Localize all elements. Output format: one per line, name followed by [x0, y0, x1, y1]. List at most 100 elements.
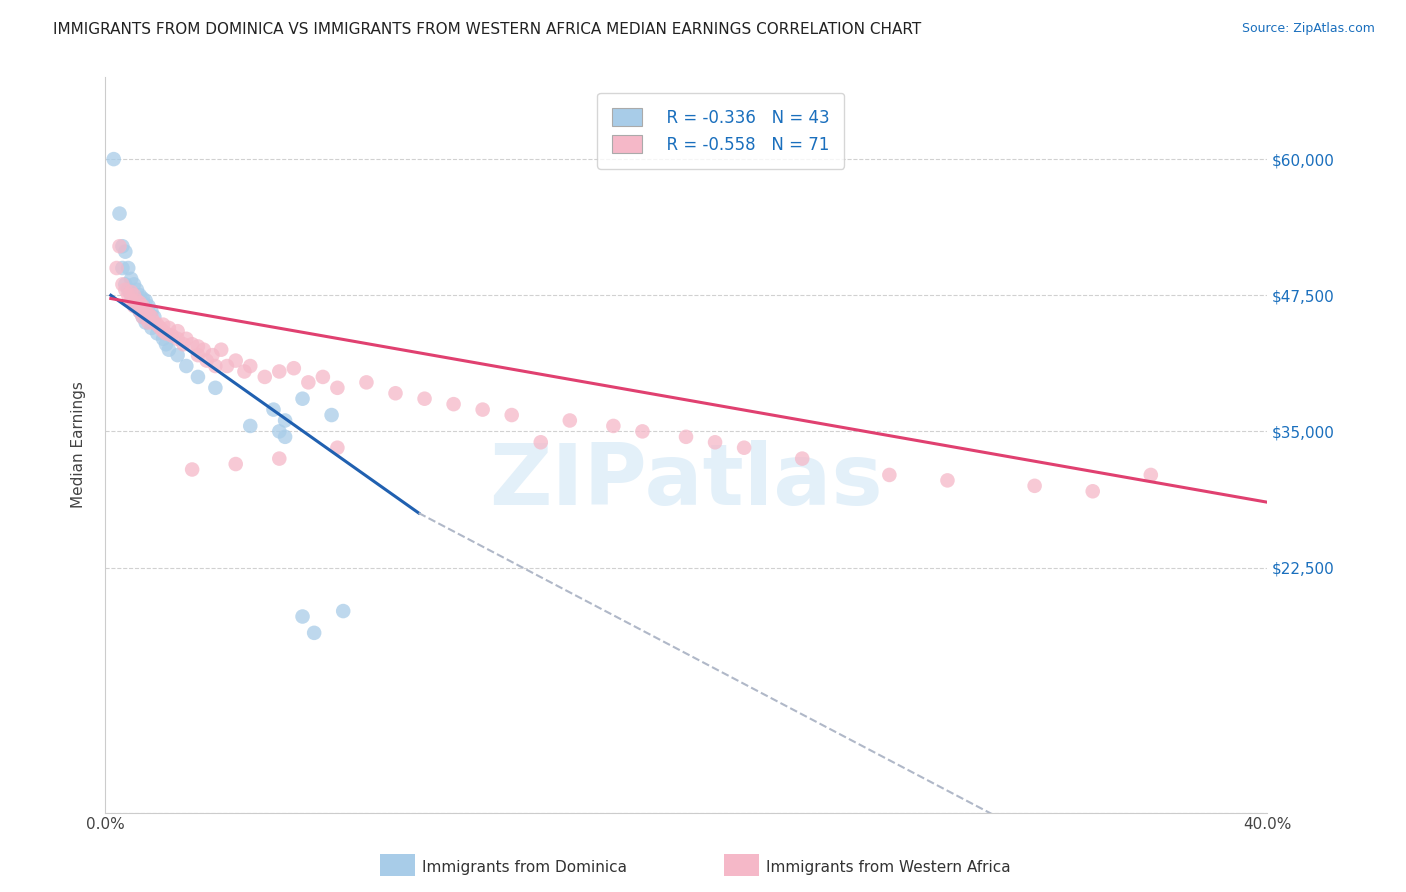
Text: Source: ZipAtlas.com: Source: ZipAtlas.com: [1241, 22, 1375, 36]
Text: Immigrants from Dominica: Immigrants from Dominica: [422, 860, 627, 874]
Point: [122, 277, 145, 292]
Point: [108, 206, 131, 220]
Point: [181, 462, 204, 476]
Point: [132, 299, 155, 313]
Point: [111, 239, 134, 253]
Point: [1024, 479, 1046, 493]
Text: IMMIGRANTS FROM DOMINICA VS IMMIGRANTS FROM WESTERN AFRICA MEDIAN EARNINGS CORRE: IMMIGRANTS FROM DOMINICA VS IMMIGRANTS F…: [53, 22, 922, 37]
Point: [143, 310, 166, 324]
Point: [297, 376, 319, 390]
Point: [384, 386, 406, 401]
Point: [128, 288, 150, 302]
Y-axis label: Median Earnings: Median Earnings: [72, 382, 86, 508]
Point: [321, 408, 343, 422]
Point: [166, 324, 188, 338]
Point: [530, 435, 553, 450]
Point: [291, 609, 314, 624]
Point: [283, 361, 305, 376]
Point: [152, 318, 174, 332]
Point: [332, 604, 354, 618]
Point: [792, 451, 814, 466]
Point: [274, 430, 297, 444]
Point: [253, 370, 276, 384]
Point: [155, 326, 177, 341]
Point: [132, 292, 155, 306]
Point: [269, 425, 291, 439]
Point: [704, 435, 727, 450]
Point: [225, 353, 247, 368]
Point: [239, 359, 262, 373]
Point: [146, 318, 169, 332]
Point: [108, 239, 131, 253]
Point: [187, 370, 209, 384]
Point: [125, 293, 148, 308]
Point: [135, 316, 157, 330]
Point: [138, 316, 160, 330]
Point: [149, 321, 172, 335]
Point: [120, 293, 142, 308]
Point: [209, 343, 232, 357]
Point: [114, 283, 136, 297]
Point: [356, 376, 378, 390]
Point: [1081, 484, 1104, 499]
Point: [602, 419, 624, 434]
Point: [215, 359, 238, 373]
Point: [239, 419, 262, 434]
Point: [195, 353, 218, 368]
Point: [128, 304, 150, 318]
Point: [117, 283, 139, 297]
Point: [443, 397, 465, 411]
Point: [132, 310, 155, 324]
Point: [201, 348, 224, 362]
Point: [501, 408, 523, 422]
Point: [733, 441, 755, 455]
Point: [125, 283, 148, 297]
Legend:   R = -0.336   N = 43,   R = -0.558   N = 71: R = -0.336 N = 43, R = -0.558 N = 71: [598, 93, 845, 169]
Point: [274, 413, 297, 427]
Point: [128, 304, 150, 318]
Point: [132, 310, 155, 324]
Point: [155, 337, 177, 351]
Point: [146, 326, 169, 341]
Point: [135, 293, 157, 308]
Point: [122, 288, 145, 302]
Text: Immigrants from Western Africa: Immigrants from Western Africa: [766, 860, 1011, 874]
Point: [558, 413, 581, 427]
Point: [1140, 467, 1163, 482]
Point: [176, 332, 198, 346]
Point: [879, 467, 901, 482]
Point: [125, 299, 148, 313]
Text: ZIPatlas: ZIPatlas: [489, 441, 883, 524]
Point: [326, 441, 349, 455]
Point: [135, 304, 157, 318]
Point: [132, 296, 155, 310]
Point: [187, 348, 209, 362]
Point: [225, 457, 247, 471]
Point: [172, 337, 194, 351]
Point: [181, 337, 204, 351]
Point: [204, 381, 226, 395]
Point: [166, 348, 188, 362]
Point: [120, 285, 142, 299]
Point: [263, 402, 285, 417]
Point: [105, 260, 128, 275]
Point: [128, 296, 150, 310]
Point: [160, 328, 183, 343]
Point: [936, 474, 959, 488]
Point: [141, 310, 163, 324]
Point: [157, 343, 180, 357]
Point: [312, 370, 335, 384]
Point: [187, 339, 209, 353]
Point: [141, 321, 163, 335]
Point: [631, 425, 654, 439]
Point: [152, 324, 174, 338]
Point: [122, 293, 145, 308]
Point: [111, 260, 134, 275]
Point: [675, 430, 697, 444]
Point: [114, 277, 136, 292]
Point: [471, 402, 494, 417]
Point: [204, 359, 226, 373]
Point: [291, 392, 314, 406]
Point: [120, 272, 142, 286]
Point: [141, 304, 163, 318]
